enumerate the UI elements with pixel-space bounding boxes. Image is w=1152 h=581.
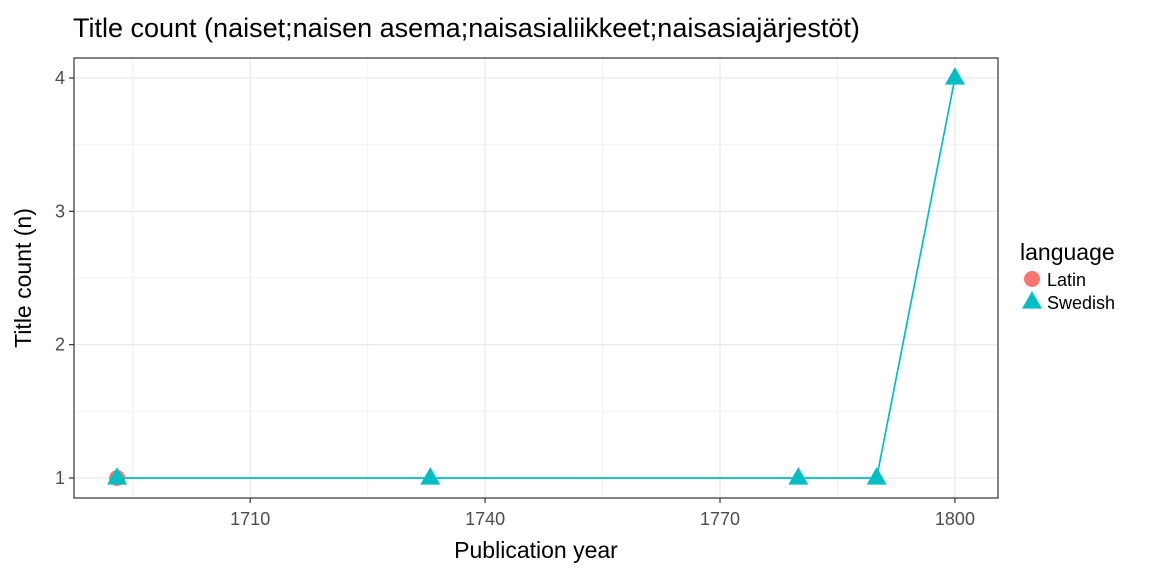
data-point-swedish (866, 467, 887, 485)
x-tick-label: 1740 (465, 509, 505, 529)
x-tick-label: 1770 (700, 509, 740, 529)
y-axis-label: Title count (n) (10, 208, 36, 348)
x-axis: 1710 1740 1770 1800 (230, 498, 975, 529)
data-point-swedish (420, 467, 441, 485)
x-tick-label: 1800 (935, 509, 975, 529)
legend-key-swedish (1022, 291, 1042, 309)
data-point-swedish (107, 467, 128, 485)
y-axis: 1 2 3 4 (55, 68, 74, 488)
data-point-swedish (944, 67, 965, 85)
y-tick-label: 2 (55, 335, 65, 355)
chart-title: Title count (naiset;naisen asema;naisasi… (73, 13, 860, 43)
plot-border (73, 57, 999, 499)
series-layer (107, 67, 965, 486)
legend-label-latin: Latin (1047, 270, 1086, 290)
x-tick-label: 1710 (230, 509, 270, 529)
legend-label-swedish: Swedish (1047, 293, 1115, 313)
y-tick-label: 3 (55, 201, 65, 221)
x-axis-label: Publication year (454, 537, 618, 563)
legend-items: Latin Swedish (1022, 270, 1115, 313)
y-tick-label: 4 (55, 68, 65, 88)
legend: language Latin Swedish (1020, 239, 1115, 313)
legend-title: language (1020, 239, 1115, 265)
grid-minor (74, 58, 998, 498)
y-tick-label: 1 (55, 468, 65, 488)
legend-key-latin (1024, 271, 1040, 287)
data-point-swedish (788, 467, 809, 485)
